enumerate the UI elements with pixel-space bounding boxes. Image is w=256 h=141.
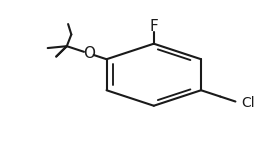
Text: Cl: Cl	[241, 96, 254, 110]
Text: F: F	[150, 19, 158, 34]
Text: O: O	[83, 46, 95, 61]
